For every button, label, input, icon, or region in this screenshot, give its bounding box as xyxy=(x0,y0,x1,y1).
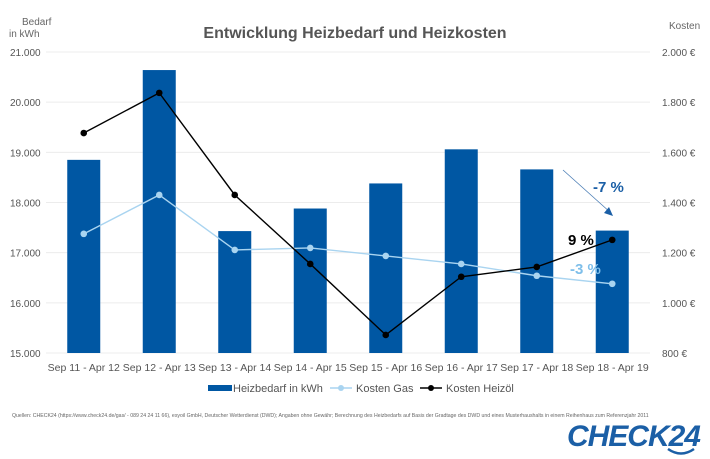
bar-heizbedarf xyxy=(520,169,554,353)
source-note: Quellen: CHECK24 (https://www.check24.de… xyxy=(12,413,649,419)
right-tick-label: 1.800 € xyxy=(662,98,696,109)
right-tick-label: 2.000 € xyxy=(662,48,696,59)
left-tick-label: 20.000 xyxy=(10,98,41,109)
point-kosten-gas xyxy=(533,272,541,280)
point-kosten-heizöl xyxy=(382,331,390,339)
point-kosten-gas xyxy=(80,230,88,238)
left-axis-title-line2: in kWh xyxy=(9,29,40,40)
chart-title: Entwicklung Heizbedarf und Heizkosten xyxy=(203,25,506,42)
point-kosten-heizöl xyxy=(457,273,465,281)
bar-heizbedarf xyxy=(595,230,629,353)
arrow-head-icon xyxy=(604,207,613,216)
left-tick-label: 16.000 xyxy=(10,299,41,310)
legend-label-heizbedarf: Heizbedarf in kWh xyxy=(233,383,323,395)
legend-marker-heizoel xyxy=(428,385,434,391)
right-tick-label: 1.200 € xyxy=(662,249,696,260)
point-kosten-heizöl xyxy=(533,263,541,271)
left-axis-title-line1: Bedarf xyxy=(22,17,52,28)
point-kosten-gas xyxy=(306,244,314,252)
x-tick-label: Sep 14 - Apr 15 xyxy=(274,362,347,374)
x-tick-label: Sep 16 - Apr 17 xyxy=(425,362,498,374)
x-tick-label: Sep 12 - Apr 13 xyxy=(123,362,196,374)
bar-heizbedarf xyxy=(444,149,478,353)
logo-text: CHECK24 xyxy=(567,420,701,453)
point-kosten-gas xyxy=(231,246,239,254)
check24-logo: CHECK24 xyxy=(567,420,702,455)
annotation-heizbedarf: -7 % xyxy=(593,179,624,196)
right-axis-title: Kosten xyxy=(669,21,700,32)
bar-heizbedarf xyxy=(67,159,101,353)
arrow-line xyxy=(562,169,612,214)
logo-smile-icon xyxy=(667,447,695,455)
annotation-heizoel: 9 % xyxy=(568,232,594,249)
point-kosten-heizöl xyxy=(155,89,163,97)
point-kosten-gas xyxy=(155,191,163,199)
left-tick-label: 19.000 xyxy=(10,148,41,159)
annotation-gas: -3 % xyxy=(570,261,601,278)
left-tick-label: 15.000 xyxy=(10,349,41,360)
bar-heizbedarf xyxy=(293,208,327,353)
point-kosten-heizöl xyxy=(80,129,88,137)
legend-label-heizoel: Kosten Heizöl xyxy=(446,383,514,395)
legend-marker-gas xyxy=(338,385,344,391)
x-tick-label: Sep 15 - Apr 16 xyxy=(349,362,422,374)
point-kosten-heizöl xyxy=(231,191,239,199)
point-kosten-heizöl xyxy=(608,236,616,244)
line-kosten-heizöl xyxy=(83,91,613,336)
right-tick-label: 1.400 € xyxy=(662,199,696,210)
legend-label-gas: Kosten Gas xyxy=(356,383,414,395)
point-kosten-gas xyxy=(457,260,465,268)
point-kosten-heizöl xyxy=(306,260,314,268)
right-tick-label: 800 € xyxy=(662,349,687,360)
left-tick-label: 17.000 xyxy=(10,249,41,260)
point-kosten-gas xyxy=(382,252,390,260)
right-tick-label: 1.600 € xyxy=(662,148,696,159)
x-tick-label: Sep 18 - Apr 19 xyxy=(576,362,649,374)
x-tick-label: Sep 17 - Apr 18 xyxy=(500,362,573,374)
bar-heizbedarf xyxy=(142,70,176,353)
right-tick-label: 1.000 € xyxy=(662,299,696,310)
left-tick-label: 21.000 xyxy=(10,48,41,59)
legend-swatch-heizbedarf xyxy=(208,385,232,391)
left-tick-label: 18.000 xyxy=(10,199,41,210)
x-tick-label: Sep 13 - Apr 14 xyxy=(198,362,271,374)
line-kosten-gas xyxy=(83,194,613,285)
bar-heizbedarf xyxy=(369,183,403,353)
x-tick-label: Sep 11 - Apr 12 xyxy=(48,362,120,374)
point-kosten-gas xyxy=(608,280,616,288)
